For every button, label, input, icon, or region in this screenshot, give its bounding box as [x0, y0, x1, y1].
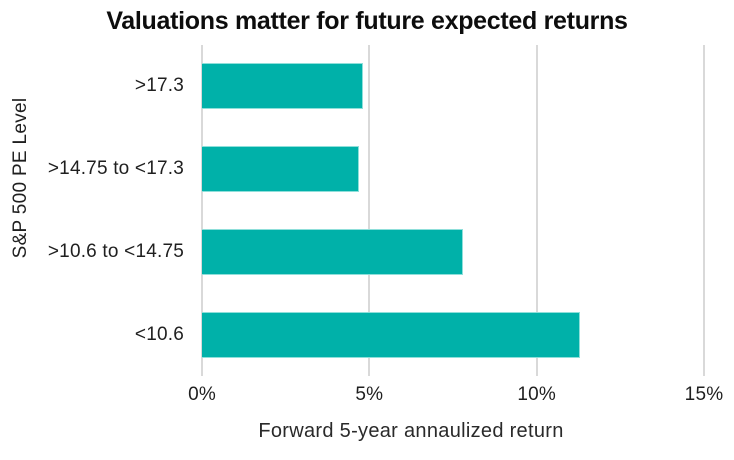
bar-row: [202, 128, 704, 211]
x-tick-label: 0%: [188, 384, 216, 405]
x-axis-tick-labels: 0% 5% 10% 15%: [188, 384, 723, 406]
gridline-5%: [368, 45, 371, 376]
bar: [202, 311, 581, 358]
bar: [202, 146, 360, 193]
category-label: <10.6: [134, 323, 184, 345]
x-tick-label: 10%: [517, 384, 556, 405]
bar-series: [202, 45, 704, 376]
gridline-15%: [703, 45, 705, 376]
bar: [202, 63, 363, 110]
gridline-10%: [535, 45, 538, 376]
bar-row: [202, 293, 704, 376]
x-tick-label: 15%: [684, 384, 724, 405]
chart-title: Valuations matter for future expected re…: [106, 7, 628, 35]
gridline-0%: [201, 45, 203, 376]
plot-area: [201, 45, 705, 376]
x-tick-label: 5%: [355, 384, 384, 405]
x-axis-title: Forward 5-year annaulized return: [258, 420, 564, 442]
bar-row: [202, 45, 704, 128]
category-label: >10.6 to <14.75: [47, 240, 184, 262]
category-label: >14.75 to <17.3: [47, 158, 184, 180]
bar-row: [202, 211, 704, 294]
bar: [202, 228, 464, 275]
y-axis-category-labels: >17.3 >14.75 to <17.3 >10.6 to <14.75 <10.6: [0, 45, 184, 376]
category-label: >17.3: [134, 75, 184, 97]
